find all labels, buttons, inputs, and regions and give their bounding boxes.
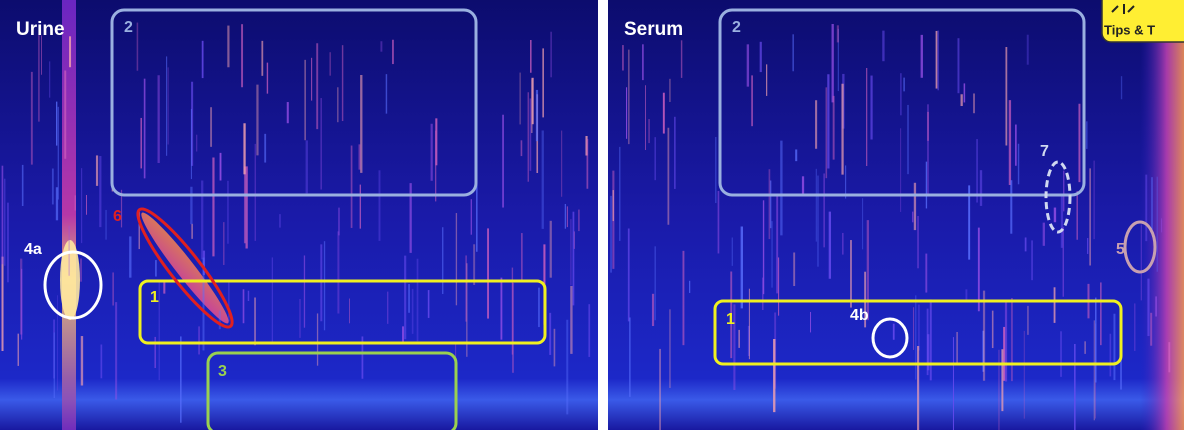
badge-text[interactable]: Tips & T <box>1104 22 1155 37</box>
panel-title: Serum <box>624 19 683 40</box>
region-label: 2 <box>732 19 741 36</box>
region-label: 4a <box>24 241 42 258</box>
bright-stripe <box>62 0 76 430</box>
region-label: 2 <box>124 19 133 36</box>
urine-panel <box>0 0 598 430</box>
region-label: 4b <box>850 307 869 324</box>
region-label: 1 <box>726 311 735 328</box>
region-label: 1 <box>150 289 159 306</box>
region-label: 7 <box>1040 143 1049 160</box>
panel-title: Urine <box>16 19 65 40</box>
figure: 2 1 3 4a 6 Urine 2 7 5 1 4b Serum Tips &… <box>0 0 1184 430</box>
region-label: 6 <box>113 208 122 225</box>
region-label: 5 <box>1116 241 1125 258</box>
region-label: 3 <box>218 363 227 380</box>
panel-background <box>0 0 598 430</box>
